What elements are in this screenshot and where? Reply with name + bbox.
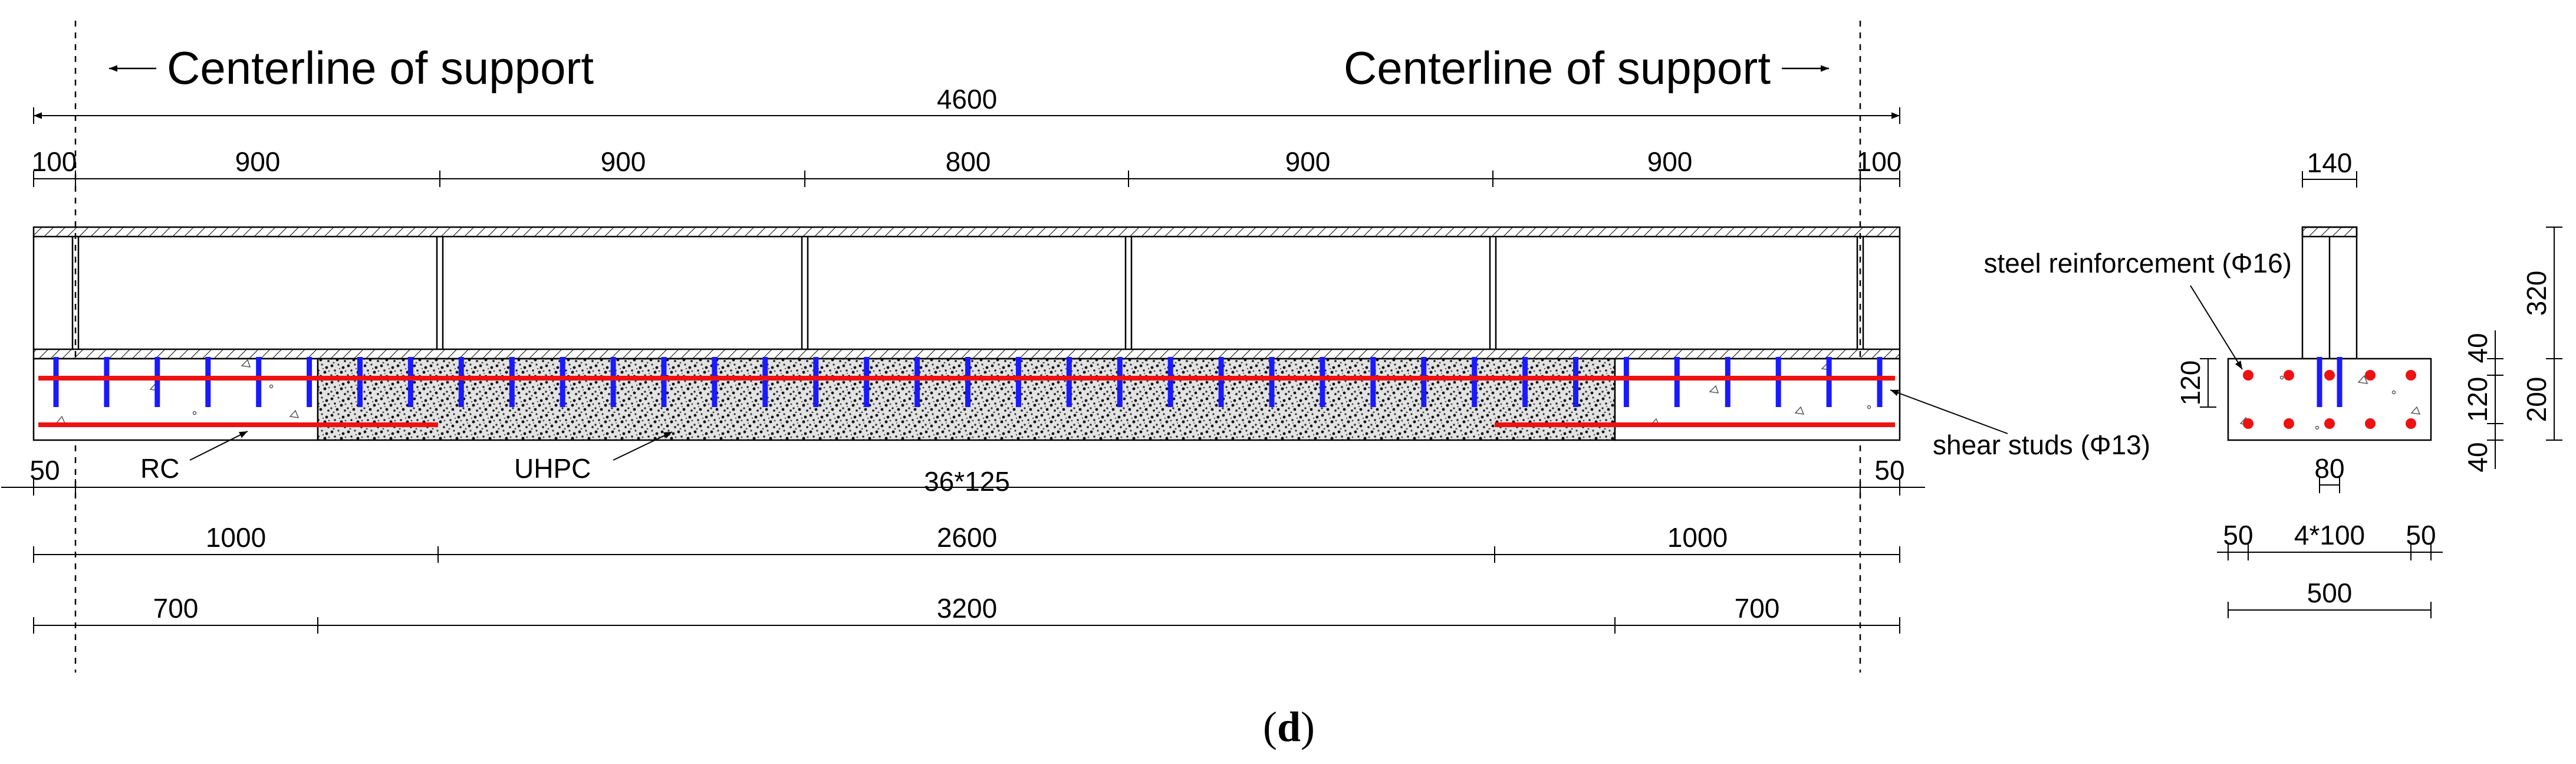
dim-panel-1: 900 [235, 146, 281, 177]
uhpc-label-text: UHPC [514, 453, 591, 484]
dim-stud-spacing: 36*125 [924, 466, 1010, 497]
section-rebar [2284, 418, 2294, 429]
dimension-rebar-zones: 700 3200 700 [33, 593, 1900, 634]
section-dim-edge-right: 50 [2406, 520, 2436, 550]
shear-studs [53, 357, 1883, 407]
section-dim-layer-bottom: 40 [2462, 442, 2493, 472]
dim-end-right: 100 [1857, 146, 1902, 177]
section-dim-heights: 320 200 40 120 40 120 [2175, 227, 2562, 473]
dim-panel-4: 900 [1285, 146, 1331, 177]
dim-edge-right: 50 [1874, 455, 1904, 486]
section-rebar [2243, 370, 2253, 381]
support-label-left-text: Centerline of support [167, 42, 594, 94]
rc-zone-right [1614, 358, 1901, 441]
section-rebar [2365, 418, 2376, 429]
steel-reinforcement-label-text: steel reinforcement (Φ16) [1984, 248, 2292, 278]
figure-caption-letter: d [1277, 703, 1301, 750]
section-dim-slab-height: 200 [2521, 377, 2552, 422]
stiffener [71, 237, 80, 349]
section-rebar [2365, 370, 2376, 381]
dim-zone-uhpc: 2600 [937, 522, 997, 553]
section-dim-bar-spacing: 50 4*100 50 [2217, 520, 2443, 560]
section-rebar [2284, 370, 2294, 381]
section-dim-web-width: 140 [2302, 147, 2357, 188]
dim-panel-2: 900 [601, 146, 646, 177]
steel-girder-elevation [32, 226, 1901, 360]
dim-panel-5: 900 [1647, 146, 1693, 177]
section-dim-stud-gap: 80 [2314, 453, 2345, 493]
section-dim-total-width-label: 500 [2307, 578, 2353, 608]
section-dim-web-width-label: 140 [2307, 147, 2353, 178]
section-dim-stud-height: 120 [2175, 360, 2206, 406]
section-rebar [2243, 418, 2253, 429]
stiffener [1489, 237, 1497, 349]
rc-label-text: RC [140, 453, 179, 484]
stiffener [1124, 237, 1133, 349]
dim-rebar-mid: 3200 [937, 593, 997, 624]
section-dim-total-width: 500 [2228, 578, 2432, 618]
stiffener [801, 237, 809, 349]
dim-zone-rc-left: 1000 [206, 522, 266, 553]
section-rebar [2406, 370, 2416, 381]
section-dim-web-height: 320 [2521, 271, 2552, 316]
section-dim-spacing: 4*100 [2294, 520, 2365, 550]
support-centerlines [74, 21, 1861, 673]
section-rebar [2324, 418, 2335, 429]
steel-reinforcement-label: steel reinforcement (Φ16) [1984, 248, 2292, 370]
section-rebar [2406, 418, 2416, 429]
support-label-right: Centerline of support [1344, 42, 1829, 94]
steel-reinforcement-elevation [38, 376, 1895, 427]
dim-panel-3: 800 [946, 146, 991, 177]
stiffener [436, 237, 444, 349]
top-flange [32, 226, 1901, 238]
dim-end-left: 100 [32, 146, 77, 177]
dim-rebar-left: 700 [153, 593, 199, 624]
dimension-total: 4600 [33, 84, 1900, 124]
dim-rebar-right: 700 [1735, 593, 1780, 624]
rc-zone-left [32, 358, 319, 441]
dim-edge-left: 50 [29, 455, 60, 486]
dimension-panels: 100 900 900 800 900 900 100 [32, 146, 1902, 187]
dim-zone-rc-right: 1000 [1667, 522, 1728, 553]
stiffeners [71, 237, 1864, 349]
shear-studs-label: shear studs (Φ13) [1890, 389, 2150, 460]
shear-studs-label-text: shear studs (Φ13) [1933, 429, 2150, 460]
section-dim-stud-gap-label: 80 [2314, 453, 2344, 484]
section-rebar [2324, 370, 2335, 381]
section-dim-layer-mid: 120 [2462, 377, 2493, 422]
rc-label: RC [140, 431, 248, 484]
section-dim-layer-top: 40 [2462, 333, 2493, 363]
section-top-flange [2301, 226, 2358, 238]
support-label-right-text: Centerline of support [1344, 42, 1771, 94]
dimension-stud-spacing: 50 36*125 50 [1, 455, 1925, 497]
figure-caption: (d) [1263, 703, 1315, 750]
dimension-zones: 1000 2600 1000 [33, 522, 1900, 563]
section-dim-edge-left: 50 [2223, 520, 2253, 550]
support-label-left: Centerline of support [109, 42, 594, 94]
stiffener [1856, 237, 1864, 349]
section-rebars [2243, 370, 2416, 429]
dimension-total-label: 4600 [937, 84, 997, 114]
uhpc-label: UHPC [514, 431, 673, 484]
cross-section [2227, 226, 2432, 441]
